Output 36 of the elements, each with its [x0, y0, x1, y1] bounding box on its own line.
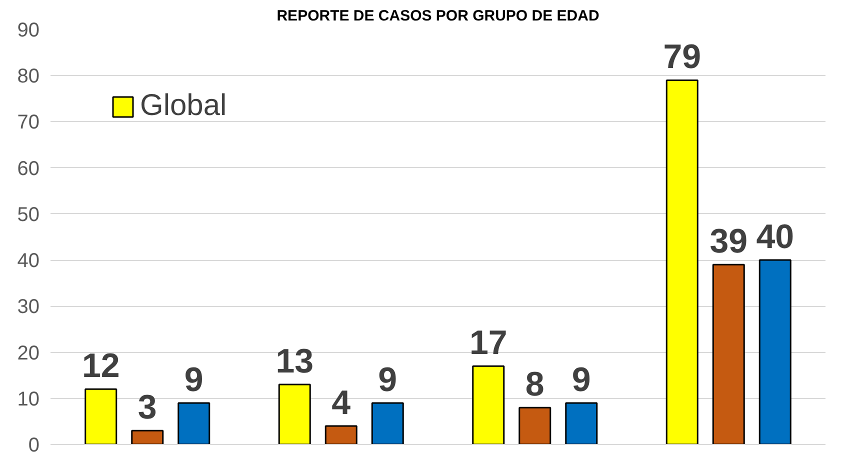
- chart-title: REPORTE DE CASOS POR GRUPO DE EDAD: [276, 8, 600, 24]
- y-tick-label: 30: [17, 296, 40, 318]
- data-label: 3: [138, 388, 157, 427]
- data-label: 9: [378, 361, 398, 399]
- bar: [278, 384, 311, 444]
- y-tick-label: 20: [17, 342, 40, 364]
- bar: [758, 259, 792, 444]
- y-tick-label: 70: [17, 112, 40, 134]
- bar: [84, 388, 118, 444]
- y-tick-label: 0: [28, 434, 40, 456]
- data-label: 17: [469, 324, 508, 362]
- y-tick-label: 60: [17, 158, 40, 180]
- data-label: 8: [525, 366, 544, 404]
- bar: [666, 79, 698, 444]
- data-label: 79: [663, 38, 702, 76]
- bar: [472, 365, 505, 444]
- data-label: 40: [756, 218, 794, 256]
- y-tick-label: 80: [17, 66, 40, 88]
- bar: [712, 264, 745, 444]
- data-label: 13: [276, 342, 314, 381]
- bar: [565, 402, 598, 444]
- data-label: 4: [332, 384, 351, 422]
- bar: [178, 402, 210, 444]
- data-label: 9: [572, 361, 591, 399]
- bar: [371, 402, 404, 444]
- bar: [324, 425, 358, 444]
- data-label: 12: [82, 347, 120, 386]
- y-tick-label: 40: [17, 250, 40, 272]
- y-tick-label: 90: [17, 20, 40, 42]
- data-label: 9: [184, 361, 204, 399]
- legend-label: Global: [140, 89, 227, 123]
- y-tick-label: 50: [17, 204, 40, 226]
- y-tick-label: 10: [17, 388, 40, 410]
- bar: [131, 430, 164, 444]
- bar: [518, 406, 552, 444]
- data-label: 39: [710, 222, 748, 261]
